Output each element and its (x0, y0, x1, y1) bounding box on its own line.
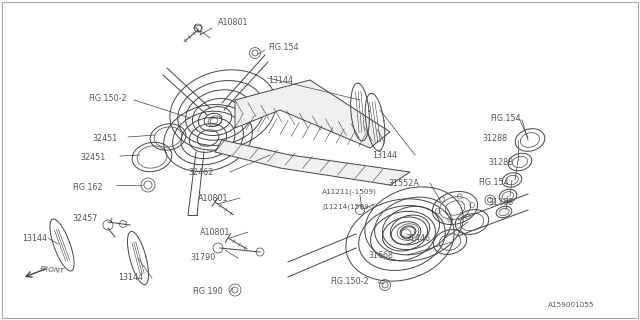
Text: 13144: 13144 (118, 274, 143, 283)
Text: FIG.190: FIG.190 (192, 287, 223, 297)
Text: 31446: 31446 (405, 234, 430, 243)
Text: 31288: 31288 (482, 133, 507, 142)
Text: 31288: 31288 (488, 157, 513, 166)
Text: 32462: 32462 (188, 167, 213, 177)
Polygon shape (235, 80, 390, 148)
Text: 13144: 13144 (22, 234, 47, 243)
Text: A10801: A10801 (198, 194, 228, 203)
Text: FIG.162: FIG.162 (72, 182, 102, 191)
Text: A10801: A10801 (218, 18, 248, 27)
Text: FIG.154: FIG.154 (490, 114, 520, 123)
Text: 31552A: 31552A (388, 179, 419, 188)
Text: FRONT: FRONT (40, 266, 65, 274)
Text: FIG.150-2: FIG.150-2 (330, 277, 369, 286)
Text: 13144: 13144 (372, 150, 397, 159)
Text: FIG.154: FIG.154 (478, 178, 509, 187)
Text: 32457: 32457 (72, 213, 97, 222)
Text: 31668: 31668 (368, 251, 393, 260)
Text: 13144: 13144 (268, 76, 293, 84)
Text: FIG.154: FIG.154 (268, 43, 299, 52)
Text: 32451: 32451 (80, 153, 105, 162)
Polygon shape (215, 140, 410, 185)
Text: A11211(-1509): A11211(-1509) (322, 189, 377, 195)
Text: 32451: 32451 (92, 133, 117, 142)
Text: 31288: 31288 (488, 197, 513, 206)
Text: FIG.150-2: FIG.150-2 (88, 93, 127, 102)
Text: J11214(1509-): J11214(1509-) (322, 204, 374, 210)
Text: A159001055: A159001055 (548, 302, 595, 308)
Text: A10801: A10801 (200, 228, 230, 236)
Text: 31790: 31790 (190, 253, 215, 262)
